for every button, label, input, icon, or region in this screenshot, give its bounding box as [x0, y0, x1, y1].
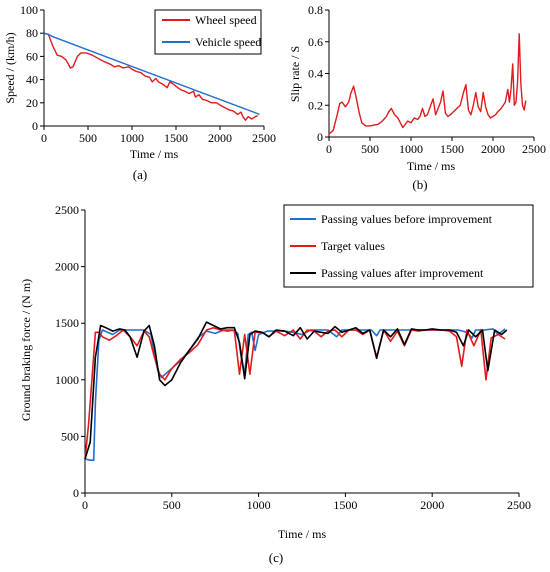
- chart-c-y-tick-1: 500: [61, 429, 79, 443]
- chart-c-y-tick-0: 0: [73, 486, 79, 500]
- chart-c-y-tick-3: 1500: [55, 316, 79, 330]
- chart-c-legend-label-0: Passing values before improvement: [321, 212, 493, 226]
- chart-b-x-tick-1: 500: [361, 142, 379, 156]
- chart-c-y-tick-4: 2000: [55, 260, 79, 274]
- chart-a-x-tick-4: 2000: [208, 131, 232, 145]
- chart-a-series-line-0: [43, 32, 259, 121]
- chart-a-y-tick-3: 60: [26, 49, 38, 63]
- chart-c-legend-label-2: Passing values after improvement: [321, 266, 484, 280]
- chart-b-x-ticks: 0 500 1000 1500 2000 2500: [326, 137, 546, 156]
- chart-b-caption: (b): [412, 177, 427, 192]
- chart-c-y-ticks: 0 500 1000 1500 2000 2500: [55, 203, 85, 500]
- chart-b-x-tick-2: 1000: [399, 142, 423, 156]
- chart-c-series-line-0: [84, 328, 506, 461]
- chart-c-x-tick-5: 2500: [507, 498, 531, 512]
- chart-c: 0 500 1000 1500 2000 2500 0 500 1000 1500 2000 250…: [19, 203, 534, 565]
- chart-a-x-tick-3: 1500: [164, 131, 188, 145]
- chart-a-legend-box: [154, 9, 262, 55]
- chart-a-x-tick-2: 1000: [120, 131, 144, 145]
- chart-b-y-tick-3: 0.6: [308, 35, 323, 49]
- chart-c-series: [84, 321, 508, 461]
- chart-c-x-tick-1: 500: [163, 498, 181, 512]
- chart-a-x-tick-5: 2500: [252, 131, 276, 145]
- chart-c-x-tick-3: 1500: [333, 498, 357, 512]
- chart-b-x-tick-5: 2500: [522, 142, 546, 156]
- chart-b-x-tick-4: 2000: [481, 142, 505, 156]
- chart-b-x-tick-3: 1500: [440, 142, 464, 156]
- chart-b-y-tick-2: 0.4: [308, 67, 323, 81]
- chart-c-y-label: Ground braking force / (N m): [19, 279, 33, 421]
- chart-b-y-tick-0: 0: [317, 130, 323, 144]
- chart-a-legend-label-1: Vehicle speed: [195, 35, 261, 49]
- chart-b: 0 500 1000 1500 2000 2500 0 0.2 0.4 0.6 0.8 Time …: [288, 3, 546, 192]
- chart-a-y-tick-4: 80: [26, 26, 38, 40]
- chart-c-series-line-2: [84, 321, 508, 460]
- chart-a-y-tick-1: 20: [26, 96, 38, 110]
- chart-c-legend-label-1: Target values: [321, 239, 385, 253]
- chart-b-series: [328, 33, 527, 135]
- chart-c-series-line-1: [84, 326, 506, 460]
- chart-b-series-line-0: [328, 33, 527, 135]
- chart-a-y-label: Speed / (km/h): [3, 32, 17, 103]
- chart-c-x-label: Time / ms: [278, 527, 327, 541]
- chart-c-x-tick-0: 0: [82, 498, 88, 512]
- chart-c-x-tick-4: 2000: [420, 498, 444, 512]
- chart-c-x-ticks: 0 500 1000 1500 2000 2500: [82, 493, 531, 512]
- chart-c-x-tick-2: 1000: [247, 498, 271, 512]
- chart-a-legend-label-0: Wheel speed: [195, 13, 257, 27]
- chart-c-caption: (c): [269, 550, 283, 565]
- chart-b-y-tick-1: 0.2: [308, 98, 323, 112]
- chart-a-x-label: Time / ms: [130, 147, 179, 161]
- chart-a-y-tick-0: 0: [32, 119, 38, 133]
- chart-a: 0 500 1000 1500 2000 2500 0 20 40 60 80 100 Time /…: [3, 3, 276, 182]
- chart-c-legend: Passing values before improvement Target…: [283, 204, 534, 288]
- chart-a-y-ticks: 0 20 40 60 80 100: [20, 3, 44, 133]
- chart-b-y-ticks: 0 0.2 0.4 0.6 0.8: [308, 3, 329, 144]
- chart-a-y-tick-5: 100: [20, 3, 38, 17]
- chart-c-legend-box: [283, 204, 534, 288]
- chart-b-y-label: Slip rate / S: [288, 46, 302, 102]
- chart-c-y-tick-2: 1000: [55, 373, 79, 387]
- chart-a-caption: (a): [133, 167, 147, 182]
- chart-a-x-tick-1: 500: [79, 131, 97, 145]
- chart-a-series: [43, 32, 260, 121]
- chart-a-series-line-1: [43, 32, 260, 116]
- chart-a-legend: Wheel speed Vehicle speed: [154, 9, 262, 55]
- chart-a-y-tick-2: 40: [26, 73, 38, 87]
- chart-b-y-tick-4: 0.8: [308, 3, 323, 17]
- chart-a-x-tick-0: 0: [41, 131, 47, 145]
- chart-a-x-ticks: 0 500 1000 1500 2000 2500: [41, 126, 276, 145]
- chart-b-x-label: Time / ms: [407, 159, 456, 173]
- chart-b-x-tick-0: 0: [326, 142, 332, 156]
- chart-c-y-tick-5: 2500: [55, 203, 79, 217]
